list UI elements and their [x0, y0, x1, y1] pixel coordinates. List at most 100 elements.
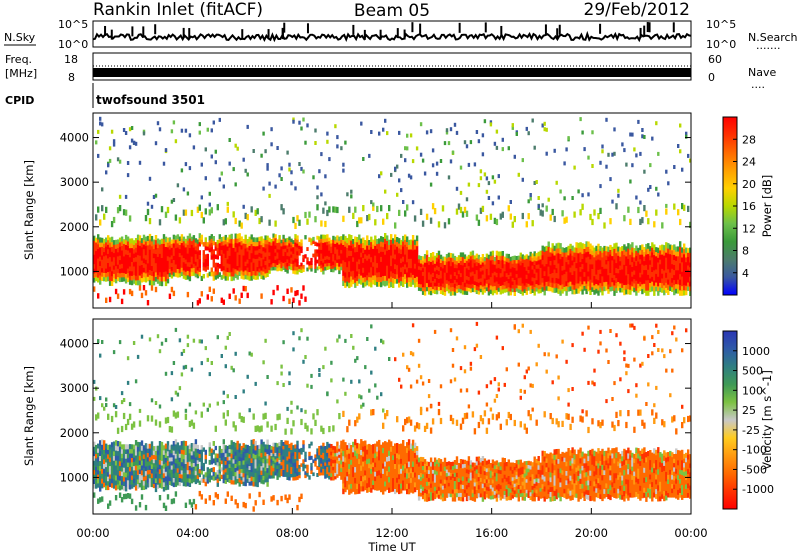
heatmap-cell — [266, 167, 268, 171]
heatmap-cell — [550, 215, 552, 221]
heatmap-cell — [484, 172, 486, 176]
heatmap-cell — [201, 195, 203, 199]
heatmap-cell — [304, 410, 306, 414]
heatmap-cell — [207, 128, 209, 132]
heatmap-cell — [280, 177, 282, 181]
heatmap-cell — [177, 183, 179, 187]
heatmap-cell — [286, 270, 288, 274]
heatmap-cell — [320, 220, 322, 226]
heatmap-cell — [189, 166, 191, 170]
heatmap-cell — [253, 506, 255, 511]
heatmap-cell — [227, 491, 229, 496]
nsky-trace — [93, 22, 691, 40]
heatmap-cell — [139, 409, 141, 413]
heatmap-cell — [141, 335, 143, 339]
heatmap-cell — [324, 174, 326, 178]
heatmap-cell — [416, 236, 418, 242]
heatmap-cell — [255, 382, 257, 386]
heatmap-cell — [272, 495, 274, 500]
heatmap-cell — [101, 187, 103, 191]
heatmap-cell — [199, 205, 201, 211]
heatmap-cell — [655, 210, 657, 216]
heatmap-cell — [496, 146, 498, 150]
heatmap-cell — [677, 209, 679, 215]
heatmap-cell — [514, 155, 516, 159]
heatmap-cell — [199, 263, 201, 268]
heatmap-cell — [147, 300, 149, 305]
heatmap-cell — [147, 202, 149, 206]
heatmap-cell — [546, 206, 548, 212]
heatmap-cell — [193, 423, 195, 429]
heatmap-cell — [336, 207, 338, 213]
heatmap-cell — [532, 119, 534, 123]
heatmap-cell — [615, 203, 617, 209]
heatmap-cell — [115, 405, 117, 409]
heatmap-cell — [125, 195, 127, 199]
heatmap-cell — [97, 130, 99, 134]
heatmap-cell — [201, 458, 203, 463]
heatmap-cell — [554, 216, 556, 222]
heatmap-cell — [159, 405, 161, 409]
heatmap-cell — [199, 131, 201, 135]
heatmap-cell — [195, 410, 197, 414]
heatmap-cell — [310, 385, 312, 389]
heatmap-cell — [657, 193, 659, 197]
heatmap-cell — [312, 237, 314, 241]
heatmap-cell — [245, 286, 247, 291]
heatmap-cell — [199, 250, 201, 255]
heatmap-cell — [239, 299, 241, 304]
heatmap-cell — [113, 350, 115, 354]
heatmap-cell — [237, 503, 239, 508]
heatmap-cell — [583, 147, 585, 151]
heatmap-cell — [211, 155, 213, 159]
heatmap-cell — [673, 165, 675, 169]
heatmap-cell — [205, 237, 207, 242]
heatmap-cell — [129, 145, 131, 149]
heatmap-cell — [302, 268, 304, 272]
heatmap-cell — [342, 378, 344, 382]
heatmap-cell — [300, 328, 302, 332]
heatmap-cell — [380, 205, 382, 211]
heatmap-cell — [326, 140, 328, 144]
heatmap-cell — [302, 448, 304, 452]
heatmap-cell — [466, 211, 468, 217]
heatmap-cell — [308, 452, 310, 456]
heatmap-cell — [338, 335, 340, 339]
heatmap-cell — [173, 120, 175, 124]
heatmap-cell — [292, 217, 294, 223]
heatmap-cell — [251, 353, 253, 357]
heatmap-cell — [685, 135, 687, 139]
heatmap-cell — [217, 335, 219, 339]
heatmap-cell — [197, 445, 199, 449]
heatmap-cell — [223, 391, 225, 395]
heatmap-cell — [326, 391, 328, 395]
heatmap-cell — [223, 300, 225, 305]
heatmap-cell — [300, 249, 302, 253]
heatmap-cell — [284, 429, 286, 435]
heatmap-cell — [344, 339, 346, 343]
heatmap-cell — [601, 149, 603, 153]
heatmap-cell — [235, 425, 237, 431]
heatmap-cell — [318, 368, 320, 372]
heatmap-cell — [538, 196, 540, 200]
heatmap-cell — [581, 193, 583, 197]
heatmap-cell — [302, 118, 304, 122]
heatmap-cell — [249, 493, 251, 498]
heatmap-cell — [125, 131, 127, 135]
heatmap-cell — [137, 355, 139, 359]
heatmap-cell — [298, 336, 300, 340]
heatmap-cell — [139, 421, 141, 427]
nsky-tick-top: 10^5 — [58, 18, 88, 31]
heatmap-cell — [565, 217, 567, 223]
heatmap-cell — [643, 205, 645, 211]
heatmap-cell — [665, 170, 667, 174]
heatmap-cell — [119, 160, 121, 164]
heatmap-cell — [290, 287, 292, 292]
heatmap-cell — [282, 208, 284, 214]
heatmap-cell — [314, 141, 316, 145]
heatmap-cell — [478, 139, 480, 143]
heatmap-cell — [266, 421, 268, 427]
heatmap-cell — [255, 441, 257, 446]
heatmap-cell — [655, 121, 657, 125]
heatmap-cell — [312, 472, 314, 476]
